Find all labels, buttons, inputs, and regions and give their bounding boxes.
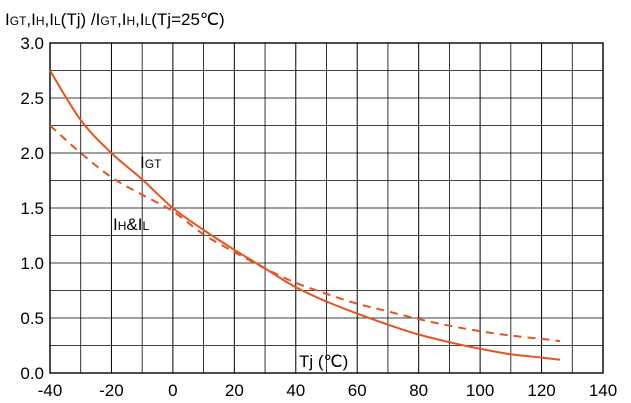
x-tick-label: 20 [225,381,244,400]
x-tick-label: 0 [168,381,177,400]
chart-title: IGT,IH,IL(Tj) /IGT,IH,IL(Tj=25℃) [5,10,225,29]
x-tick-label: 140 [589,381,617,400]
series-label-ih-il: IH&IL [113,215,149,234]
x-tick-label: 120 [527,381,555,400]
x-tick-label: -40 [38,381,63,400]
y-tick-label: 2.0 [20,144,44,163]
y-tick-labels: 0.00.51.01.52.02.53.0 [20,34,44,383]
x-tick-label: 100 [466,381,494,400]
x-axis-label: Tj (℃) [299,352,348,371]
x-tick-label: 40 [286,381,305,400]
y-tick-label: 0.5 [20,309,44,328]
grid [50,43,603,373]
y-tick-label: 3.0 [20,34,44,53]
x-tick-label: -20 [99,381,124,400]
y-tick-label: 2.5 [20,89,44,108]
series-label-igt: IGT [140,153,162,172]
x-tick-label: 60 [348,381,367,400]
y-tick-label: 1.5 [20,199,44,218]
x-tick-labels: -40 -20 0 20 40 60 80 100 120 140 [38,381,617,400]
x-tick-label: 80 [409,381,428,400]
y-tick-label: 1.0 [20,254,44,273]
